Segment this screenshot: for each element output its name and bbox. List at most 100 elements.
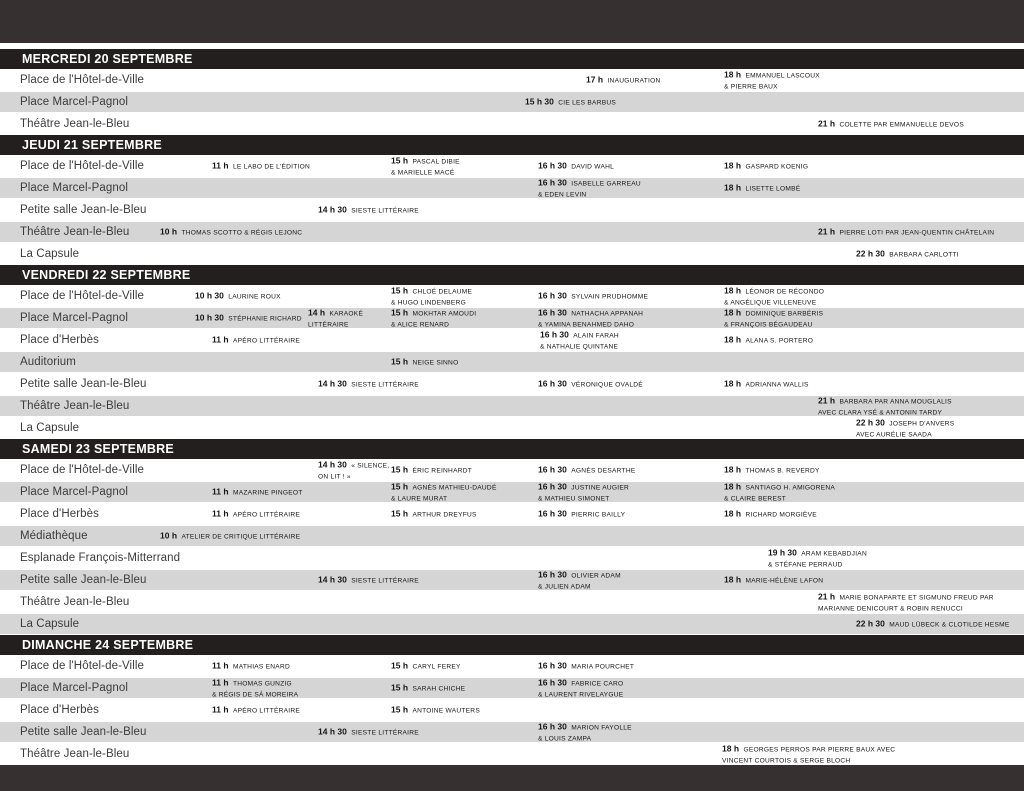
day-header: SAMEDI 23 SEPTEMBRE [0,439,1024,459]
event-time: 21 h [818,591,836,602]
event-entry: 21 h COLETTE PAR EMMANUELLE DEVOS [818,119,964,130]
venue-label: Place Marcel-Pagnol [20,312,129,324]
event-time: 11 h [212,160,229,171]
event-name: NEIGE SINNO [412,359,459,367]
event-entry: 11 h THOMAS GUNZIG & RÉGIS DE SÁ MOREIRA [212,677,298,698]
event-entry: 15 h MOKHTAR AMOUDI & ALICE RENARD [391,307,476,328]
event-time: 10 h [160,530,178,541]
event-time: 11 h [212,660,229,671]
event-entry: 18 h ALANA S. PORTERO [724,335,813,346]
event-name: ALANA S. PORTERO [745,337,814,345]
event-entry: 10 h THOMAS SCOTTO & RÉGIS LEJONC [160,227,302,238]
event-entry: 15 h CARYL FEREY [391,661,461,672]
event-name: ARAM KEBABDJIAN & STÉFANE PERRAUD [768,550,867,568]
event-entry: 16 h 30 OLIVIER ADAM & JULIEN ADAM [538,569,621,590]
venue-row: Théâtre Jean-le-Bleu 21 h COLETTE PAR EM… [0,113,1024,135]
venue-row: Place de l'Hôtel-de-Ville 10 h 30 LAURIN… [0,285,1024,307]
event-name: MATHIAS ENARD [233,663,290,671]
event-time: 16 h 30 [540,329,569,340]
venue-row: Place Marcel-Pagnol 11 h THOMAS GUNZIG &… [0,677,1024,699]
event-time: 18 h [724,574,742,585]
venue-label: Place Marcel-Pagnol [20,682,129,694]
event-time: 16 h 30 [538,378,567,389]
event-name: AGNÈS DESARTHE [571,467,636,475]
event-time: 18 h [724,307,742,318]
event-name: SIESTE LITTÉRAIRE [351,381,419,389]
event-time: 15 h [391,682,409,693]
event-name: EMMANUEL LASCOUX & PIERRE BAUX [724,72,820,90]
event-name: MARIE BONAPARTE ET SIGMUND FREUD PAR MAR… [818,594,994,612]
event-time: 16 h 30 [538,481,567,492]
venue-label: Petite salle Jean-le-Bleu [20,726,147,738]
venue-row: Place Marcel-Pagnol 11 h MAZARINE PINGEO… [0,481,1024,503]
event-name: BARBARA PAR ANNA MOUGLALIS AVEC CLARA YS… [818,398,952,416]
event-name: LÉONOR DE RÉCONDO & ANGÉLIQUE VILLENEUVE [724,288,825,306]
venue-label: Place Marcel-Pagnol [20,96,129,108]
venue-label: Auditorium [20,356,76,368]
event-entry: 15 h ANTOINE WAUTERS [391,705,480,716]
event-time: 22 h 30 [856,248,885,259]
event-name: PIERRE LOTI PAR JEAN-QUENTIN CHÂTELAIN [839,229,995,237]
event-name: MAZARINE PINGEOT [233,489,303,497]
venue-label: Place de l'Hôtel-de-Ville [20,160,145,172]
venue-label: La Capsule [20,422,80,434]
event-time: 11 h [212,677,229,688]
event-entry: 18 h DOMINIQUE BARBÉRIS & FRANÇOIS BÉGAU… [724,307,823,328]
venue-label: Théâtre Jean-le-Bleu [20,596,130,608]
event-name: AGNÈS MATHIEU-DAUDÉ & LAURE MURAT [391,484,497,502]
venue-row: Médiathèque 10 h ATELIER DE CRITIQUE LIT… [0,525,1024,547]
venue-row: Place Marcel-Pagnol 10 h 30 STÉPHANIE RI… [0,307,1024,329]
venue-row: Théâtre Jean-le-Bleu 10 h THOMAS SCOTTO … [0,221,1024,243]
event-entry: 10 h 30 LAURINE ROUX [195,291,281,302]
event-entry: 15 h ARTHUR DREYFUS [391,509,477,520]
event-time: 15 h [391,356,409,367]
event-time: 15 h [391,307,409,318]
venue-row: Esplanade François-Mitterrand 19 h 30 AR… [0,547,1024,569]
event-time: 16 h 30 [538,660,567,671]
event-entry: 11 h LE LABO DE L'ÉDITION [212,161,310,172]
event-name: « SILENCE, ON LIT ! » [318,462,390,480]
venue-row: Place de l'Hôtel-de-Ville 11 h LE LABO D… [0,155,1024,177]
event-name: SIESTE LITTÉRAIRE [351,577,419,585]
venue-row: Place de l'Hôtel-de-Ville 11 h MATHIAS E… [0,655,1024,677]
event-name: SIESTE LITTÉRAIRE [351,207,419,215]
event-name: APÉRO LITTÉRAIRE [233,337,301,345]
day-header: MERCREDI 20 SEPTEMBRE [0,49,1024,69]
event-time: 15 h [391,704,409,715]
event-entry: 16 h 30 FABRICE CARO & LAURENT RIVELAYGU… [538,677,623,698]
event-time: 18 h [724,481,742,492]
event-name: GASPARD KOENIG [745,163,809,171]
day-header-label: SAMEDI 23 SEPTEMBRE [22,442,175,456]
event-name: OLIVIER ADAM & JULIEN ADAM [538,572,621,590]
event-name: SYLVAIN PRUDHOMME [571,293,649,301]
event-name: JOSEPH D'ANVERS AVEC AURÉLIE SAADA [856,420,955,438]
event-name: PIERRIC BAILLY [571,511,626,519]
event-time: 15 h [391,481,409,492]
day-header: JEUDI 21 SEPTEMBRE [0,135,1024,155]
venue-row: La Capsule 22 h 30 JOSEPH D'ANVERS AVEC … [0,417,1024,439]
event-time: 14 h 30 [318,204,347,215]
event-entry: 21 h PIERRE LOTI PAR JEAN-QUENTIN CHÂTEL… [818,227,994,238]
event-time: 18 h [724,508,742,519]
event-name: SIESTE LITTÉRAIRE [351,729,419,737]
day-section: JEUDI 21 SEPTEMBRE Place de l'Hôtel-de-V… [0,135,1024,265]
event-time: 18 h [724,160,742,171]
event-entry: 15 h ÉRIC REINHARDT [391,465,472,476]
event-entry: 16 h 30 ALAIN FARAH & NATHALIE QUINTANE [540,329,619,350]
event-entry: 16 h 30 MARIA POURCHET [538,661,634,672]
event-entry: 18 h MARIE-HÉLÈNE LAFON [724,575,823,586]
event-entry: 11 h APÉRO LITTÉRAIRE [212,335,300,346]
event-time: 16 h 30 [538,177,567,188]
event-time: 14 h 30 [318,459,347,470]
event-name: VÉRONIQUE OVALDÉ [571,381,643,389]
event-name: ISABELLE GARREAU & EDEN LEVIN [538,180,641,198]
event-name: MARION FAYOLLE & LOUIS ZAMPA [538,724,632,742]
event-entry: 18 h THOMAS B. REVERDY [724,465,820,476]
event-time: 21 h [818,226,836,237]
event-name: CIE LES BARBUS [558,99,617,107]
event-time: 11 h [212,334,229,345]
event-name: PASCAL DIBIE & MARIELLE MACÉ [391,158,460,176]
venue-row: Place Marcel-Pagnol 16 h 30 ISABELLE GAR… [0,177,1024,199]
event-time: 16 h 30 [538,290,567,301]
event-time: 19 h 30 [768,547,797,558]
